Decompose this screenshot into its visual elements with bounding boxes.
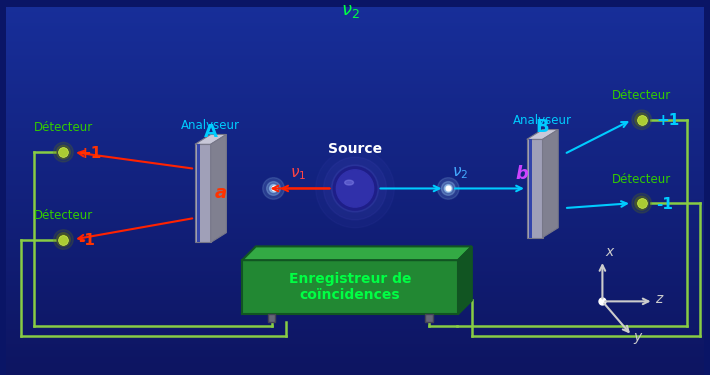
Text: $\nu_1$: $\nu_1$	[290, 166, 307, 182]
Polygon shape	[211, 135, 226, 243]
Polygon shape	[195, 135, 226, 144]
Polygon shape	[529, 140, 532, 237]
Circle shape	[334, 167, 376, 210]
Text: Enregistreur de
coïncidences: Enregistreur de coïncidences	[289, 272, 411, 302]
Circle shape	[53, 142, 73, 162]
FancyBboxPatch shape	[268, 314, 275, 322]
FancyBboxPatch shape	[425, 314, 432, 322]
Text: -1: -1	[657, 196, 673, 211]
Text: Détecteur: Détecteur	[34, 122, 93, 135]
Text: Analyseur: Analyseur	[513, 114, 572, 127]
Polygon shape	[542, 129, 558, 237]
Circle shape	[635, 196, 648, 210]
Text: Analyseur: Analyseur	[181, 118, 240, 132]
Text: -1: -1	[78, 233, 95, 248]
Circle shape	[57, 232, 70, 246]
Text: $\nu_2$: $\nu_2$	[452, 166, 469, 182]
Polygon shape	[458, 246, 472, 314]
Circle shape	[59, 148, 68, 156]
Text: A: A	[204, 123, 218, 141]
Text: Source: Source	[328, 142, 382, 156]
Text: z: z	[655, 292, 662, 306]
Text: a: a	[214, 184, 226, 202]
Circle shape	[324, 157, 386, 220]
Circle shape	[53, 230, 73, 249]
Circle shape	[337, 170, 373, 207]
Circle shape	[632, 110, 652, 129]
Circle shape	[638, 116, 646, 124]
Circle shape	[59, 235, 68, 244]
Polygon shape	[242, 246, 472, 260]
Circle shape	[270, 184, 278, 192]
Polygon shape	[527, 129, 558, 140]
Text: x: x	[606, 245, 613, 259]
Circle shape	[332, 165, 378, 212]
FancyBboxPatch shape	[242, 260, 458, 314]
Ellipse shape	[344, 180, 354, 185]
Text: Détecteur: Détecteur	[34, 209, 93, 222]
Circle shape	[635, 113, 648, 127]
Text: +1: +1	[78, 146, 102, 160]
Circle shape	[57, 145, 70, 159]
Polygon shape	[195, 144, 211, 243]
Circle shape	[267, 182, 280, 195]
Circle shape	[316, 149, 394, 228]
Circle shape	[263, 178, 284, 199]
Text: Détecteur: Détecteur	[612, 89, 671, 102]
Text: B: B	[536, 118, 550, 136]
Circle shape	[638, 199, 646, 208]
Polygon shape	[197, 144, 200, 243]
Text: Détecteur: Détecteur	[612, 172, 671, 186]
Circle shape	[437, 178, 459, 199]
Text: b: b	[515, 165, 528, 183]
Circle shape	[444, 184, 452, 192]
Text: +1: +1	[657, 113, 679, 128]
Text: $\nu_2$: $\nu_2$	[341, 2, 359, 20]
Polygon shape	[527, 140, 542, 237]
Text: y: y	[634, 330, 642, 344]
Circle shape	[632, 194, 652, 213]
Circle shape	[442, 182, 455, 195]
